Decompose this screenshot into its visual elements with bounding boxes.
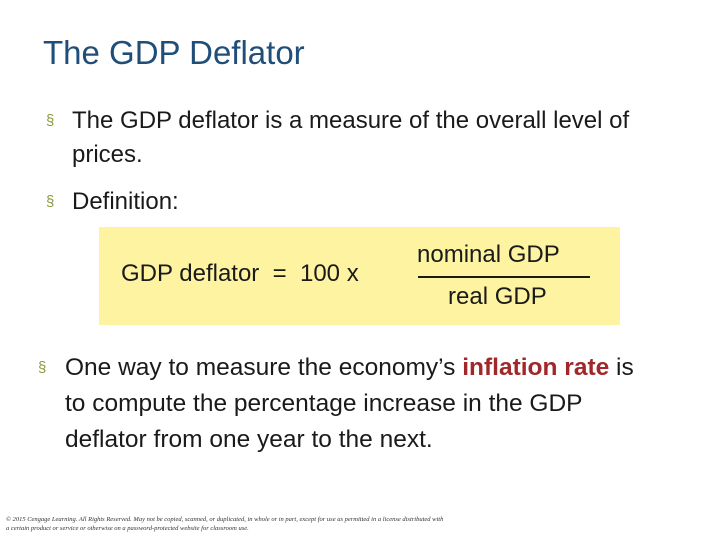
- bullet-text: Definition:: [72, 188, 179, 215]
- bullet-item-inflation-rate: § One way to measure the economy’s infla…: [38, 350, 638, 458]
- formula-numerator: nominal GDP: [417, 241, 560, 268]
- bullet-marker-icon: §: [46, 193, 55, 210]
- formula-denominator: real GDP: [448, 283, 547, 310]
- bullet-text-after: is to compute the percentage increase in…: [65, 354, 634, 453]
- bullet-text: One way to measure the economy’s inflati…: [65, 350, 638, 458]
- highlight-inflation: inflation: [462, 354, 558, 381]
- bullet-text: The GDP deflator is a measure of the ove…: [72, 107, 630, 168]
- highlight-rate: rate: [564, 354, 610, 381]
- bullet-marker-icon: §: [46, 112, 55, 129]
- fraction-bar: [418, 276, 590, 278]
- bullet-item-definition: § Definition:: [46, 185, 666, 219]
- formula-lhs: GDP deflator = 100 x: [121, 260, 359, 287]
- bullet-item-gdp-deflator: § The GDP deflator is a measure of the o…: [46, 104, 666, 172]
- bullet-marker-icon: §: [38, 359, 47, 376]
- slide-title: The GDP Deflator: [43, 34, 305, 71]
- formula-box: GDP deflator = 100 x nominal GDP real GD…: [99, 227, 620, 325]
- copyright-notice: © 2015 Cengage Learning. All Rights Rese…: [6, 516, 444, 532]
- bullet-text-before: One way to measure the economy’s: [65, 354, 463, 381]
